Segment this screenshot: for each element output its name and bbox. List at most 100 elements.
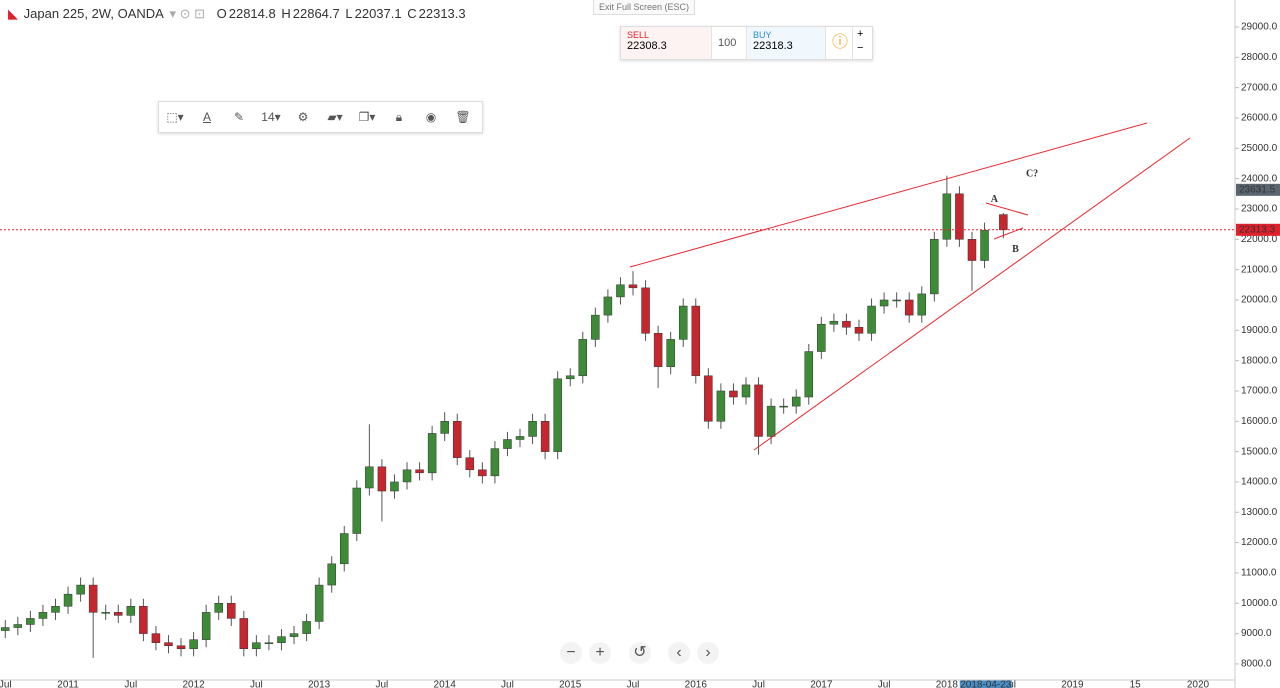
scroll-left[interactable]: ‹: [668, 642, 690, 664]
candle-body: [76, 584, 85, 595]
symbol: Japan 225, 2W, OANDA: [23, 6, 164, 21]
trend-line: [985, 202, 1029, 216]
x-tick-label: Jul: [627, 680, 640, 688]
x-tick-label: 2018: [936, 680, 959, 688]
trade-widget: SELL 22308.3 100 BUY 22318.3 ⓘ + −: [620, 26, 873, 60]
candle-body: [967, 239, 977, 261]
pen-tool[interactable]: ✎: [233, 110, 245, 124]
settings[interactable]: ⚙: [297, 110, 309, 124]
candle-body: [189, 639, 198, 650]
candle-body: [478, 469, 487, 477]
layers[interactable]: ▰▾: [327, 110, 343, 124]
select-tool[interactable]: ⬚▾: [166, 110, 184, 124]
exit-fullscreen[interactable]: Exit Full Screen (ESC): [593, 0, 695, 15]
symbol-flag: ◣: [8, 6, 18, 21]
reset[interactable]: ↺: [629, 642, 651, 664]
candle-body: [741, 384, 751, 398]
candle-body: [402, 469, 412, 483]
ohlc-value: 22814.8: [228, 6, 276, 21]
delete[interactable]: 🗑︎: [455, 110, 471, 124]
annotation: A: [991, 194, 999, 205]
ohlc-label: L: [345, 6, 353, 21]
x-tick-label: Jul: [878, 680, 891, 688]
scroll-right[interactable]: ›: [697, 642, 719, 664]
candles: [1, 175, 1008, 658]
candle-body: [277, 636, 286, 643]
y-tick-label: 17000.0: [1241, 386, 1278, 397]
x-tick-label: 2017: [810, 680, 833, 688]
clone[interactable]: ❐▾: [358, 110, 376, 124]
x-tick-label: Jul: [250, 680, 263, 688]
candle-body: [955, 193, 964, 240]
y-tick-label: 22000.0: [1241, 234, 1278, 245]
candle-body: [339, 533, 349, 565]
x-tick-label: 2016: [685, 680, 708, 688]
zoom-in[interactable]: +: [589, 642, 611, 664]
candle-body: [791, 396, 801, 407]
candle-body: [867, 305, 876, 334]
candle-body: [452, 421, 462, 458]
zoom-buttons[interactable]: + −: [857, 28, 864, 54]
candle-body: [201, 612, 211, 640]
candle-body: [390, 481, 399, 492]
crosshair-date: 2018-04-23: [960, 680, 1012, 688]
buy-button[interactable]: BUY 22318.3: [747, 27, 826, 59]
text-tool[interactable]: A: [202, 110, 211, 124]
candle-body: [139, 606, 148, 634]
candle-body: [917, 293, 927, 316]
sell-price: 22308.3: [627, 40, 667, 52]
x-tick-label: 2019: [1061, 680, 1084, 688]
price-label: 22313.3: [1239, 224, 1276, 235]
candle-body: [503, 439, 512, 449]
candle-body: [817, 323, 826, 352]
y-tick-label: 25000.0: [1241, 143, 1278, 154]
candle-body: [465, 457, 475, 471]
sell-label: SELL: [627, 30, 650, 40]
candle-body: [289, 633, 299, 637]
y-tick-label: 20000.0: [1241, 295, 1278, 306]
candle-body: [716, 390, 726, 422]
y-tick-label: 27000.0: [1241, 82, 1278, 93]
ohlc-label: O: [216, 6, 227, 21]
sell-button[interactable]: SELL 22308.3: [621, 27, 712, 59]
quantity[interactable]: 100: [712, 27, 747, 59]
font-size[interactable]: 14▾: [261, 110, 281, 124]
visibility[interactable]: ◉: [425, 110, 437, 124]
y-tick-label: 14000.0: [1241, 477, 1278, 488]
candle-body: [1, 627, 10, 631]
x-tick-label: 2020: [1187, 680, 1210, 688]
trend-line: [753, 137, 1191, 451]
candle-body: [999, 214, 1008, 231]
candle-body: [942, 193, 952, 240]
candle-body: [553, 378, 562, 452]
candle-body: [678, 305, 688, 340]
y-tick-label: 16000.0: [1241, 416, 1278, 427]
candle-body: [842, 320, 851, 328]
zoom-out[interactable]: −: [560, 642, 582, 664]
x-tick-label: Jul: [376, 680, 389, 688]
trend-line: [629, 122, 1148, 268]
candle-body: [641, 287, 650, 334]
candle-body: [653, 333, 663, 367]
x-tick-label: Jul: [752, 680, 765, 688]
y-tick-label: 9000.0: [1241, 628, 1272, 639]
info-icon[interactable]: ⓘ: [826, 27, 853, 59]
dropdown[interactable]: ▾ ⊙ ⊡: [169, 6, 205, 21]
candle-body: [415, 469, 424, 474]
candle-body: [980, 229, 989, 261]
candle-body: [754, 384, 763, 437]
lock[interactable]: 🔒︎: [395, 109, 403, 124]
candle-body: [314, 584, 324, 622]
candle-body: [804, 351, 814, 398]
ohlc-label: H: [281, 6, 291, 21]
annotation: C?: [1026, 168, 1038, 179]
candle-body: [879, 299, 889, 307]
candle-body: [13, 624, 23, 628]
candle-body: [151, 633, 161, 643]
candle-body: [264, 642, 274, 644]
y-tick-label: 11000.0: [1241, 568, 1277, 579]
candle-body: [26, 618, 35, 625]
x-tick-label: 2013: [308, 680, 331, 688]
